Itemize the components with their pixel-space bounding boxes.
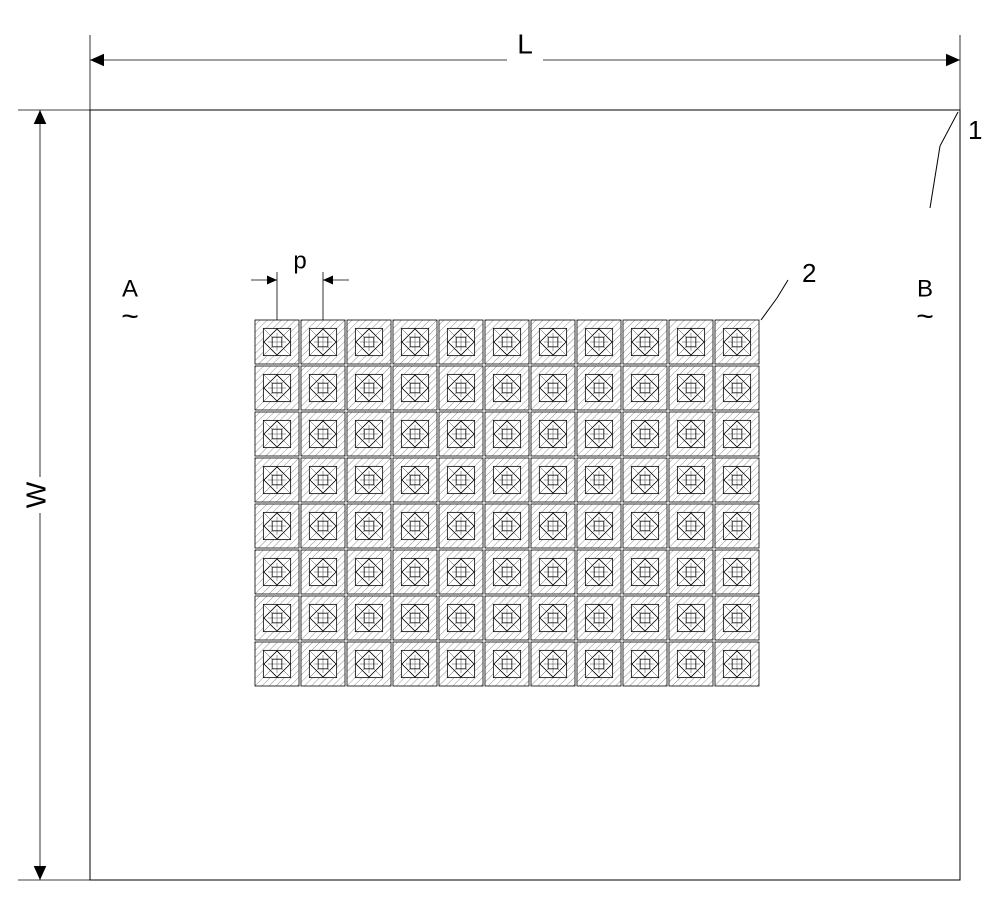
unit-cell: [347, 504, 391, 548]
unit-cell: [531, 596, 575, 640]
unit-cell: [577, 642, 621, 686]
unit-cell: [347, 412, 391, 456]
unit-cell: [393, 550, 437, 594]
unit-cell: [255, 596, 299, 640]
unit-cell: [439, 320, 483, 364]
unit-cell: [577, 550, 621, 594]
unit-cell: [715, 596, 759, 640]
unit-cell: [531, 366, 575, 410]
unit-cell: [577, 458, 621, 502]
unit-cell: [623, 504, 667, 548]
unit-cell: [301, 458, 345, 502]
unit-cell: [393, 458, 437, 502]
section-mark-B: B: [917, 275, 933, 302]
unit-cell: [531, 550, 575, 594]
unit-cell: [255, 458, 299, 502]
dim-label-W: W: [20, 481, 51, 508]
unit-cell: [715, 366, 759, 410]
unit-cell: [439, 550, 483, 594]
unit-cell: [347, 320, 391, 364]
unit-cell: [577, 596, 621, 640]
unit-cell: [439, 366, 483, 410]
unit-cell: [439, 458, 483, 502]
unit-cell: [623, 320, 667, 364]
unit-cell: [531, 458, 575, 502]
unit-cell: [301, 550, 345, 594]
unit-cell: [531, 504, 575, 548]
unit-cell: [531, 412, 575, 456]
leader-label-1: 1: [968, 115, 982, 145]
unit-cell: [623, 412, 667, 456]
unit-cell: [439, 596, 483, 640]
unit-cell: [393, 504, 437, 548]
unit-cell: [623, 642, 667, 686]
unit-cell: [347, 550, 391, 594]
unit-cell: [623, 550, 667, 594]
unit-cell: [623, 366, 667, 410]
unit-cell: [393, 642, 437, 686]
cell-array: [255, 320, 759, 686]
unit-cell: [623, 596, 667, 640]
unit-cell: [485, 642, 529, 686]
unit-cell: [255, 504, 299, 548]
unit-cell: [715, 642, 759, 686]
unit-cell: [439, 504, 483, 548]
unit-cell: [669, 320, 713, 364]
unit-cell: [301, 596, 345, 640]
unit-cell: [347, 596, 391, 640]
unit-cell: [255, 320, 299, 364]
unit-cell: [577, 320, 621, 364]
unit-cell: [393, 596, 437, 640]
unit-cell: [485, 412, 529, 456]
unit-cell: [715, 320, 759, 364]
unit-cell: [301, 320, 345, 364]
unit-cell: [577, 366, 621, 410]
unit-cell: [715, 458, 759, 502]
svg-text:~: ~: [121, 300, 139, 333]
unit-cell: [485, 366, 529, 410]
section-mark-A: A: [122, 275, 138, 302]
unit-cell: [439, 412, 483, 456]
unit-cell: [301, 642, 345, 686]
unit-cell: [485, 596, 529, 640]
unit-cell: [485, 504, 529, 548]
unit-cell: [255, 642, 299, 686]
unit-cell: [393, 366, 437, 410]
unit-cell: [669, 366, 713, 410]
unit-cell: [301, 504, 345, 548]
unit-cell: [255, 366, 299, 410]
unit-cell: [715, 504, 759, 548]
unit-cell: [669, 458, 713, 502]
unit-cell: [485, 458, 529, 502]
dim-label-L: L: [517, 28, 533, 59]
unit-cell: [669, 504, 713, 548]
unit-cell: [531, 642, 575, 686]
unit-cell: [669, 596, 713, 640]
svg-text:~: ~: [916, 300, 934, 333]
unit-cell: [393, 412, 437, 456]
unit-cell: [485, 550, 529, 594]
unit-cell: [577, 504, 621, 548]
unit-cell: [669, 550, 713, 594]
unit-cell: [439, 642, 483, 686]
unit-cell: [347, 458, 391, 502]
unit-cell: [393, 320, 437, 364]
unit-cell: [669, 412, 713, 456]
unit-cell: [347, 642, 391, 686]
unit-cell: [255, 550, 299, 594]
unit-cell: [715, 412, 759, 456]
unit-cell: [715, 550, 759, 594]
unit-cell: [301, 412, 345, 456]
unit-cell: [577, 412, 621, 456]
leader-label-2: 2: [802, 258, 816, 288]
unit-cell: [531, 320, 575, 364]
unit-cell: [255, 412, 299, 456]
unit-cell: [669, 642, 713, 686]
unit-cell: [301, 366, 345, 410]
dim-label-p: p: [293, 247, 306, 274]
unit-cell: [623, 458, 667, 502]
unit-cell: [485, 320, 529, 364]
unit-cell: [347, 366, 391, 410]
